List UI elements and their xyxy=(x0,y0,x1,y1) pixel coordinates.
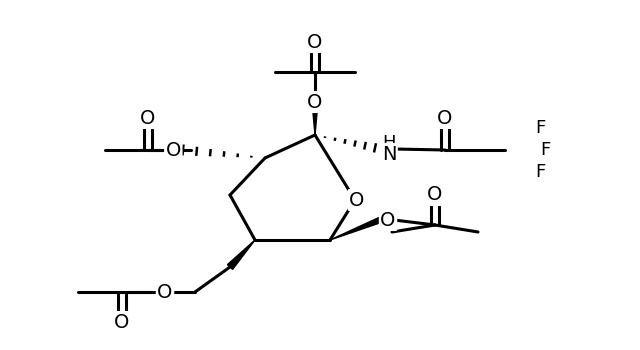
Text: N: N xyxy=(381,145,396,163)
Text: O: O xyxy=(115,313,130,331)
Text: O: O xyxy=(166,140,181,160)
Polygon shape xyxy=(330,215,386,240)
Text: F: F xyxy=(540,141,550,159)
Text: O: O xyxy=(157,282,173,301)
Text: O: O xyxy=(428,186,443,204)
Text: H: H xyxy=(382,134,396,152)
Text: O: O xyxy=(437,108,452,127)
Text: O: O xyxy=(380,210,396,230)
Text: F: F xyxy=(535,163,545,181)
Text: O: O xyxy=(349,190,365,210)
Text: O: O xyxy=(307,92,323,112)
Polygon shape xyxy=(227,240,255,270)
Polygon shape xyxy=(312,102,318,135)
Text: O: O xyxy=(307,33,323,51)
Text: O: O xyxy=(140,108,156,127)
Text: F: F xyxy=(535,119,545,137)
